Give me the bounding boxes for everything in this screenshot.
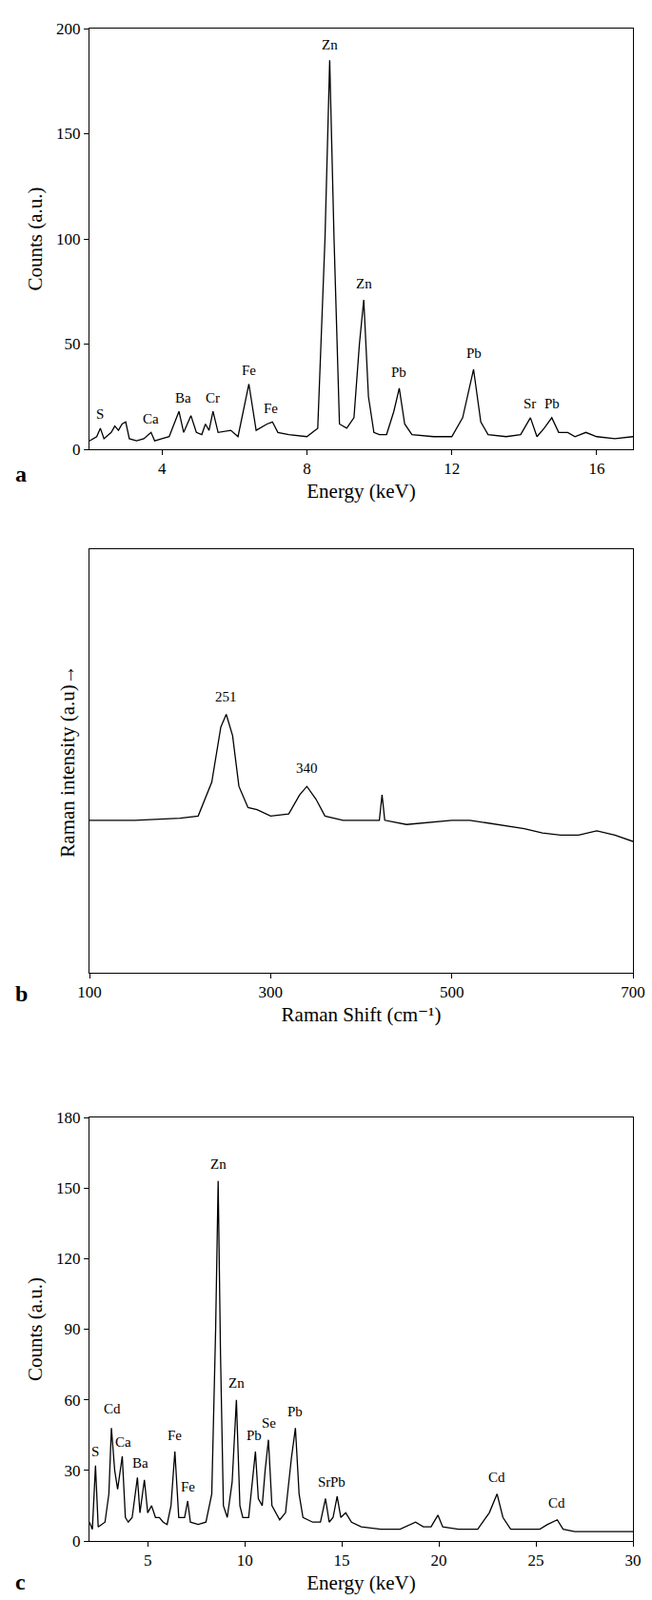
svg-text:S: S (91, 1443, 99, 1460)
svg-text:0: 0 (72, 440, 81, 459)
svg-text:10: 10 (237, 1551, 254, 1570)
svg-text:4: 4 (158, 459, 167, 478)
svg-text:Raman Shift (cm⁻¹): Raman Shift (cm⁻¹) (281, 1003, 442, 1027)
svg-text:150: 150 (56, 124, 81, 143)
svg-text:5: 5 (143, 1551, 153, 1570)
svg-text:Pb: Pb (544, 395, 560, 412)
svg-text:Raman intensity (a.u)→: Raman intensity (a.u)→ (56, 664, 80, 857)
svg-text:Ba: Ba (175, 390, 192, 406)
svg-text:20: 20 (431, 1551, 448, 1570)
svg-text:Ca: Ca (115, 1434, 132, 1450)
svg-text:Pb: Pb (391, 364, 407, 380)
svg-text:100: 100 (56, 230, 81, 249)
svg-text:Ca: Ca (142, 411, 159, 427)
svg-text:Counts (a.u.): Counts (a.u.) (23, 1277, 47, 1382)
svg-text:Cd: Cd (103, 1401, 121, 1417)
svg-text:180: 180 (56, 1108, 81, 1127)
svg-text:120: 120 (56, 1249, 81, 1268)
svg-text:50: 50 (64, 335, 81, 354)
svg-text:a: a (15, 461, 27, 487)
svg-text:S: S (96, 406, 104, 422)
svg-text:Pb: Pb (287, 1403, 303, 1420)
svg-text:Zn: Zn (355, 276, 373, 292)
svg-text:300: 300 (258, 983, 284, 1002)
svg-text:Zn: Zn (321, 37, 338, 53)
svg-text:c: c (15, 1569, 26, 1595)
svg-text:30: 30 (625, 1551, 642, 1570)
svg-text:90: 90 (64, 1320, 81, 1339)
svg-text:Cr: Cr (205, 390, 220, 406)
svg-text:Pb: Pb (330, 1474, 346, 1490)
svg-text:Pb: Pb (246, 1427, 262, 1443)
svg-text:60: 60 (64, 1391, 81, 1410)
svg-text:Zn: Zn (228, 1375, 245, 1391)
svg-text:Fe: Fe (180, 1479, 196, 1495)
svg-text:Se: Se (261, 1415, 277, 1431)
svg-text:25: 25 (528, 1551, 545, 1570)
svg-text:200: 200 (56, 19, 81, 39)
svg-text:Fe: Fe (241, 362, 257, 378)
svg-text:Ba: Ba (132, 1455, 149, 1471)
svg-text:700: 700 (620, 983, 646, 1002)
svg-text:340: 340 (296, 760, 318, 776)
svg-text:Counts (a.u.): Counts (a.u.) (23, 186, 47, 291)
svg-text:15: 15 (334, 1551, 351, 1570)
svg-text:100: 100 (77, 983, 102, 1002)
svg-text:Sr: Sr (523, 395, 536, 412)
svg-text:0: 0 (72, 1532, 81, 1551)
svg-text:8: 8 (302, 459, 312, 478)
svg-text:b: b (15, 981, 28, 1007)
svg-text:Cd: Cd (488, 1469, 506, 1485)
svg-text:500: 500 (439, 983, 465, 1002)
svg-text:16: 16 (588, 459, 605, 478)
svg-text:Fe: Fe (167, 1427, 182, 1443)
svg-text:30: 30 (64, 1462, 81, 1481)
svg-text:Zn: Zn (210, 1156, 227, 1172)
svg-text:251: 251 (215, 689, 238, 705)
svg-text:Energy (keV): Energy (keV) (306, 479, 416, 503)
svg-text:12: 12 (443, 459, 460, 478)
svg-text:Sr: Sr (317, 1474, 331, 1490)
svg-text:Cd: Cd (548, 1495, 566, 1511)
svg-text:Energy (keV): Energy (keV) (306, 1571, 416, 1595)
svg-text:Fe: Fe (263, 400, 278, 416)
svg-text:Pb: Pb (466, 345, 482, 361)
svg-text:150: 150 (56, 1179, 81, 1198)
